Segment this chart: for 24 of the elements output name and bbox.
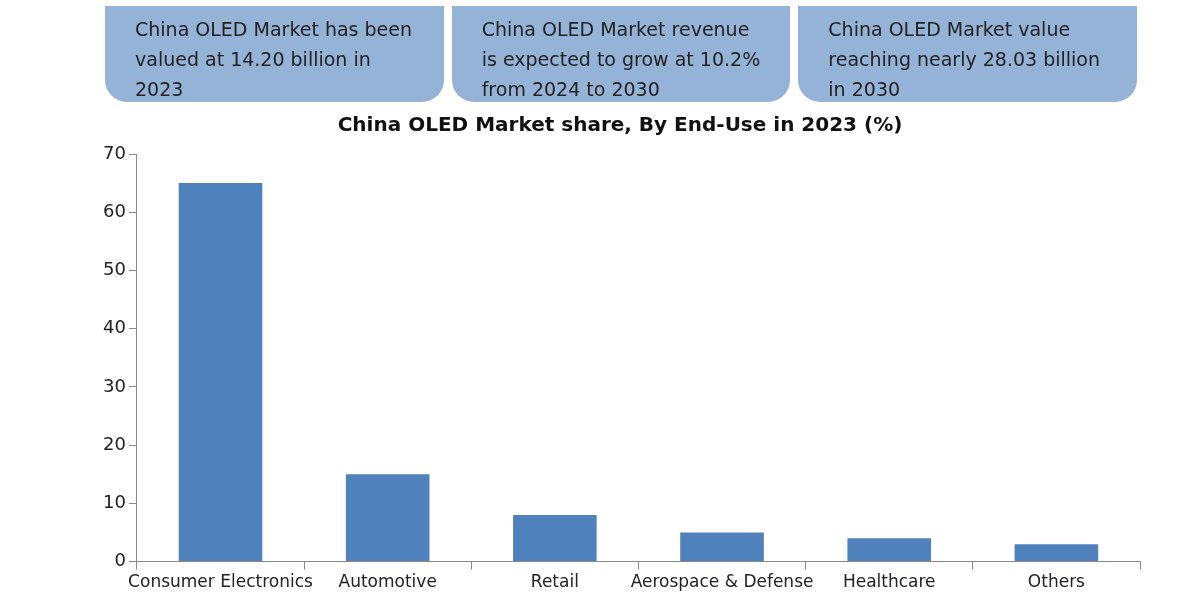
y-tick-label: 30 — [103, 374, 126, 396]
y-tick-label: 20 — [103, 432, 126, 454]
y-tick-label: 10 — [103, 491, 126, 513]
bar — [178, 183, 263, 562]
x-tick-label: Others — [1027, 571, 1086, 592]
text: China OLED Market revenue is expected to grow at 10.2% from 2024 to 2030 — [451, 6, 791, 102]
bar — [847, 538, 932, 562]
bar — [345, 474, 430, 562]
bar — [680, 532, 764, 562]
chart-title: China OLED Market share, By End-Use in 2023 (%) — [337, 112, 903, 137]
x-tick-label: Consumer Electronics — [128, 571, 314, 592]
x-tick-label: Healthcare — [842, 571, 936, 592]
y-tick-label: 0 — [114, 549, 126, 571]
x-tick-label: Automotive — [338, 571, 437, 592]
y-tick-label: 50 — [103, 258, 126, 280]
y-tick-label: 40 — [103, 316, 126, 338]
text: China OLED Market has been valued at 14.20 billion in 2023 — [105, 6, 444, 102]
bar — [513, 515, 597, 562]
bar — [1014, 544, 1099, 562]
x-tick-label: Retail — [530, 571, 579, 592]
y-tick-label: 70 — [103, 141, 126, 163]
text: China OLED Market value reaching nearly 28.03 billion in 2030 — [798, 6, 1138, 102]
x-tick-label: Aerospace & Defense — [630, 571, 814, 592]
y-tick-label: 60 — [103, 199, 126, 221]
